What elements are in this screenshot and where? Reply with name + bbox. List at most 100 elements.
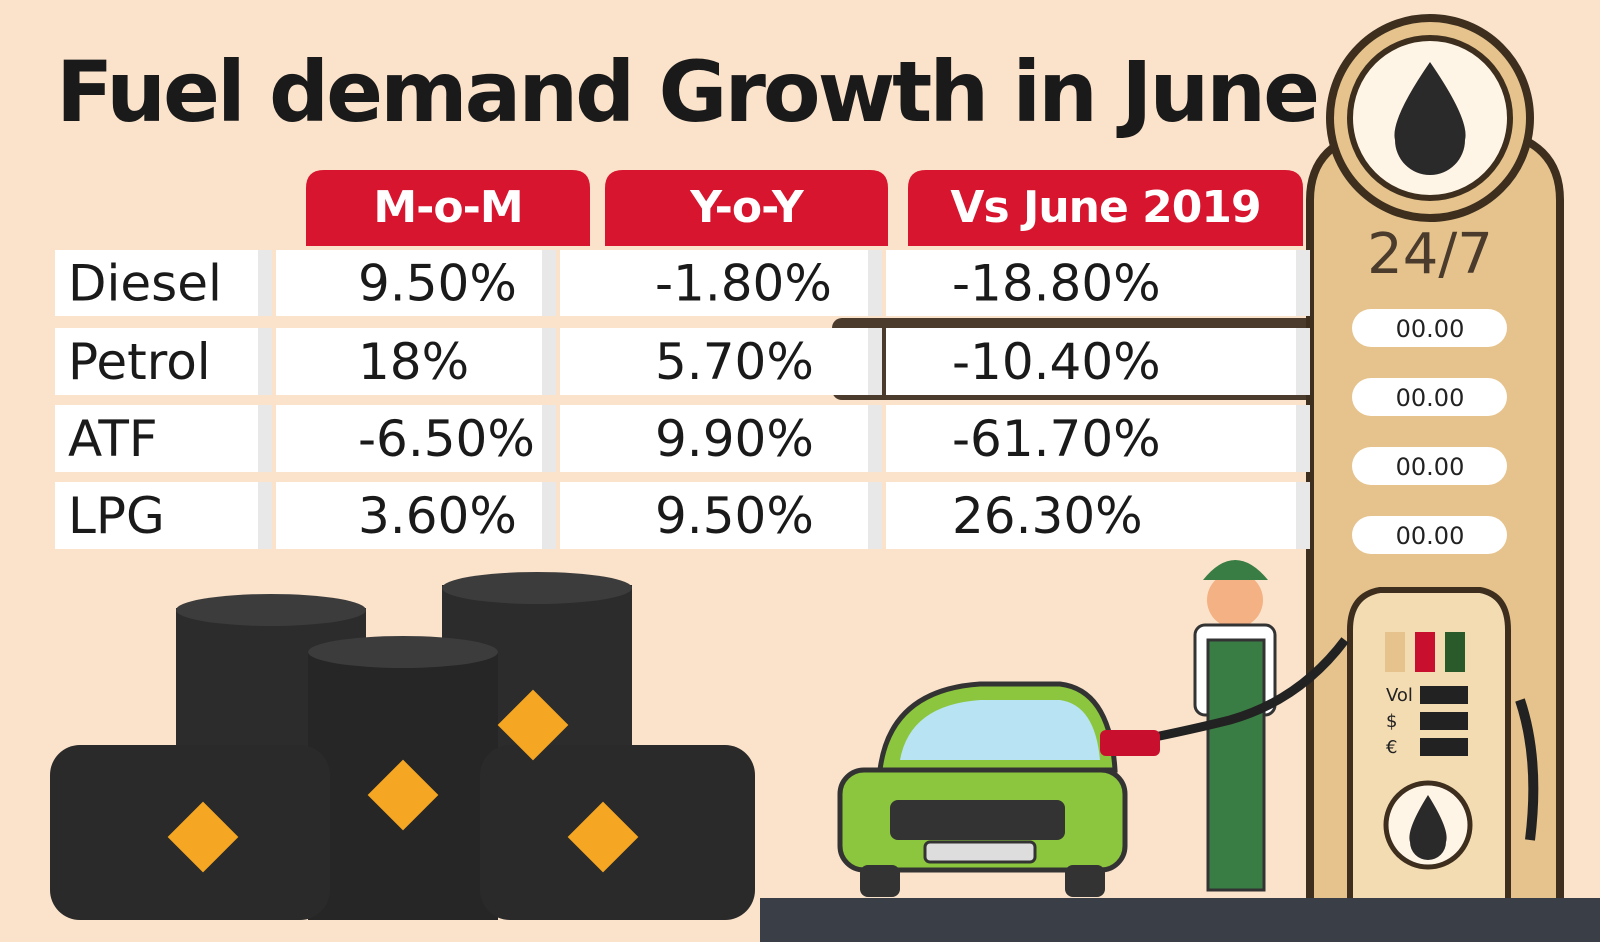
column-header-bg	[306, 170, 590, 246]
cell-bg	[886, 482, 1310, 549]
meter	[1420, 712, 1468, 730]
cell-value: -61.70%	[952, 410, 1161, 468]
cell-bg	[560, 482, 882, 549]
cell-bg	[55, 482, 272, 549]
cell-bg	[55, 250, 272, 316]
row-label: ATF	[68, 410, 158, 468]
display-bg	[1352, 447, 1507, 485]
cell-shade	[258, 482, 272, 549]
row-label: Petrol	[68, 333, 211, 391]
column-header-bg	[908, 170, 1303, 246]
cell-bg	[55, 328, 272, 395]
cell-bg	[276, 405, 556, 472]
row-label: LPG	[68, 487, 165, 545]
table: M-o-M Y-o-Y Vs June 2019 Diesel 9.50% -1.80% -…	[55, 170, 1310, 549]
row-label: Diesel	[68, 255, 222, 313]
overalls	[1206, 638, 1266, 892]
cell-shade	[258, 328, 272, 395]
attendant	[1100, 560, 1349, 892]
pump-sign: 24/7	[1367, 222, 1493, 287]
column-header-bg	[605, 170, 888, 246]
cell-value: 26.30%	[952, 487, 1143, 545]
column-header: M-o-M	[373, 182, 522, 233]
cell-shade	[1296, 328, 1310, 395]
nozzle-hose	[1515, 698, 1539, 841]
cell-value: 9.50%	[358, 255, 517, 313]
cell-bg	[560, 328, 882, 395]
indicator	[1445, 632, 1465, 672]
cell-value: 3.60%	[358, 487, 517, 545]
cell-value: -18.80%	[952, 255, 1161, 313]
cell-shade	[258, 250, 272, 316]
cell-value: 5.70%	[655, 333, 814, 391]
indicator	[1415, 632, 1435, 672]
cell-value: 9.90%	[655, 410, 814, 468]
cell-shade	[1296, 405, 1310, 472]
cell-shade	[868, 328, 882, 395]
car-window	[900, 700, 1100, 760]
barrel-label	[567, 801, 639, 873]
cell-bg	[886, 250, 1310, 316]
display-value: 00.00	[1396, 315, 1465, 343]
cell-shade	[542, 328, 556, 395]
cell-shade	[868, 250, 882, 316]
display-bg	[1352, 309, 1507, 347]
cell-bg	[55, 405, 272, 472]
cell-shade	[258, 405, 272, 472]
meter	[1420, 686, 1468, 704]
head	[1207, 572, 1263, 628]
cell-shade	[868, 405, 882, 472]
hose	[1139, 637, 1349, 745]
barrel-lid	[176, 594, 366, 626]
barrel-label	[167, 801, 239, 873]
meter	[1420, 738, 1468, 756]
cell-bg	[560, 405, 882, 472]
meter-label: €	[1386, 737, 1397, 758]
oil-drop	[1409, 795, 1447, 860]
cell-shade	[1296, 250, 1310, 316]
meter-label: Vol	[1386, 685, 1413, 706]
car	[837, 681, 1128, 897]
wheel	[1065, 865, 1105, 897]
pump-displays: 00.00 00.00 00.00 00.00 Vol $ €	[1352, 309, 1507, 758]
cell-value: -6.50%	[358, 410, 535, 468]
cell-bg	[276, 482, 556, 549]
display-bg	[1352, 516, 1507, 554]
cell-shade	[1296, 482, 1310, 549]
display-value: 00.00	[1396, 522, 1465, 550]
cell-shade	[868, 482, 882, 549]
cell-value: -10.40%	[952, 333, 1161, 391]
display-bg	[1352, 378, 1507, 416]
cell-shade	[542, 250, 556, 316]
cell-value: 18%	[358, 333, 469, 391]
road	[760, 898, 1600, 942]
cell-bg	[886, 405, 1310, 472]
wheel	[860, 865, 900, 897]
column-header: Vs June 2019	[950, 182, 1260, 233]
cap	[1203, 560, 1268, 580]
plate	[923, 840, 1037, 864]
title: Fuel demand Growth in June	[56, 43, 1317, 141]
indicator	[1385, 632, 1405, 672]
cell-bg	[886, 328, 1310, 395]
cell-value: 9.50%	[655, 487, 814, 545]
cell-bg	[276, 250, 556, 316]
cell-bg	[560, 250, 882, 316]
column-header: Y-o-Y	[689, 182, 805, 233]
cell-shade	[542, 482, 556, 549]
cell-value: -1.80%	[655, 255, 832, 313]
barrel-lid	[308, 636, 498, 668]
barrels	[50, 572, 755, 920]
oil-drop	[1394, 62, 1466, 175]
display-value: 00.00	[1396, 384, 1465, 412]
meter-label: $	[1386, 711, 1397, 732]
cell-bg	[276, 328, 556, 395]
barrel-label	[367, 759, 439, 831]
display-value: 00.00	[1396, 453, 1465, 481]
car-grille	[890, 800, 1065, 840]
barrel-lid	[442, 572, 632, 604]
nozzle	[1100, 730, 1160, 756]
cell-shade	[542, 405, 556, 472]
barrel-label	[497, 689, 569, 761]
